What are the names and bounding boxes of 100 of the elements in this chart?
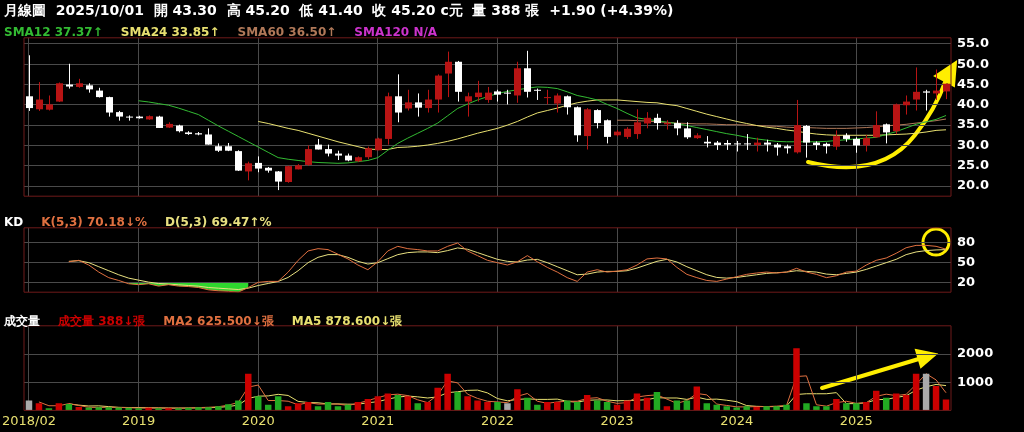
- bar: [195, 407, 202, 411]
- bar: [464, 396, 471, 411]
- y-tick-label: 50: [957, 254, 976, 270]
- bar: [633, 393, 641, 411]
- y-tick-label: 40.0: [957, 96, 990, 112]
- candlestick: [883, 123, 890, 144]
- bar: [863, 401, 870, 411]
- x-tick-label: 2023: [600, 412, 634, 428]
- bar: [95, 407, 102, 411]
- candlestick: [744, 133, 751, 151]
- bar: [554, 401, 561, 411]
- candlestick: [534, 88, 541, 101]
- bar: [833, 399, 840, 411]
- text: 成交量 388↓張: [58, 314, 146, 328]
- candlestick: [913, 66, 920, 111]
- y-tick-label: 1000: [957, 373, 994, 389]
- candlestick: [803, 124, 810, 159]
- candlestick: [923, 89, 930, 111]
- bar: [175, 408, 182, 411]
- bar: [245, 373, 252, 411]
- bar: [484, 401, 491, 411]
- chart-title: 月線圖 2025/10/01 開 43.30 高 45.20 低 41.40 收 45.20 c元 量 388 張 +1.90 (+4.39%): [4, 2, 674, 20]
- bar: [892, 393, 900, 411]
- bar: [374, 396, 382, 411]
- x-tick-label: 2021: [361, 412, 395, 428]
- candlestick: [245, 161, 252, 181]
- candlestick: [66, 63, 73, 90]
- x-tick-label: 2019: [122, 412, 156, 428]
- bar: [255, 396, 262, 411]
- bar: [922, 373, 930, 411]
- bar: [783, 404, 790, 411]
- candlestick: [405, 89, 412, 111]
- candlestick: [465, 92, 472, 118]
- bar: [424, 401, 431, 411]
- bar: [703, 403, 711, 411]
- bar: [693, 386, 701, 411]
- bar: [364, 399, 372, 411]
- bar: [723, 406, 730, 411]
- x-tick-label: 2025: [839, 412, 873, 428]
- candlestick: [734, 140, 741, 153]
- x-tick-label: 2022: [480, 412, 515, 428]
- bar: [813, 406, 820, 411]
- bar: [165, 408, 172, 411]
- bar: [653, 392, 661, 411]
- bar: [763, 406, 770, 411]
- bar: [524, 397, 531, 411]
- candlestick: [36, 81, 43, 112]
- bar: [55, 403, 63, 411]
- candlestick: [564, 94, 571, 116]
- annotation: SMA120 N/A: [354, 25, 438, 39]
- candlestick: [604, 118, 611, 144]
- y-tick-label: 45.0: [957, 75, 990, 91]
- bar: [773, 406, 780, 411]
- text: D(5,3) 69.47↑%: [165, 215, 272, 229]
- bar: [235, 400, 242, 411]
- candlestick: [873, 110, 880, 139]
- candlestick: [833, 129, 840, 151]
- x-tick-label: 2024: [720, 412, 754, 428]
- candlestick: [524, 50, 531, 99]
- bar: [155, 408, 162, 411]
- bar: [494, 401, 501, 411]
- bar: [384, 393, 392, 411]
- bar: [404, 396, 411, 411]
- candlestick: [415, 92, 422, 118]
- bar: [444, 373, 451, 411]
- candlestick: [554, 92, 561, 114]
- bar: [434, 387, 441, 411]
- bar: [803, 403, 810, 411]
- y-tick-label: 2000: [957, 345, 994, 361]
- bar: [534, 404, 541, 411]
- candlestick: [594, 108, 601, 129]
- bar: [793, 348, 800, 411]
- y-tick-label: 25.0: [957, 157, 990, 173]
- text: SMA12 37.37↑: [4, 25, 103, 39]
- candlestick: [634, 108, 641, 140]
- bar: [274, 396, 282, 411]
- chart-title: KD: [4, 215, 24, 229]
- candlestick: [475, 80, 482, 103]
- y-tick-label: 30.0: [957, 136, 990, 152]
- text: SMA60 36.50↑: [237, 25, 337, 39]
- bar: [225, 404, 232, 411]
- candlestick: [305, 144, 312, 167]
- bar: [853, 403, 860, 411]
- chart-title: 成交量: [4, 314, 40, 328]
- bar: [454, 392, 461, 411]
- candlestick: [445, 51, 452, 98]
- bar: [504, 403, 511, 411]
- candlestick: [425, 89, 432, 114]
- x-tick-label: 2018/02: [1, 412, 56, 428]
- bar: [205, 407, 212, 411]
- y-tick-label: 20: [957, 274, 976, 290]
- text: K(5,3) 70.18↓%: [41, 215, 148, 229]
- text: MA5 878.600↓張: [291, 314, 403, 328]
- text: SMA24 33.85↑: [120, 25, 220, 39]
- bar: [902, 395, 910, 411]
- y-tick-label: 50.0: [957, 55, 990, 71]
- bar: [932, 386, 940, 411]
- bar: [215, 406, 222, 411]
- bar: [414, 403, 421, 411]
- y-tick-label: 55.0: [957, 35, 990, 51]
